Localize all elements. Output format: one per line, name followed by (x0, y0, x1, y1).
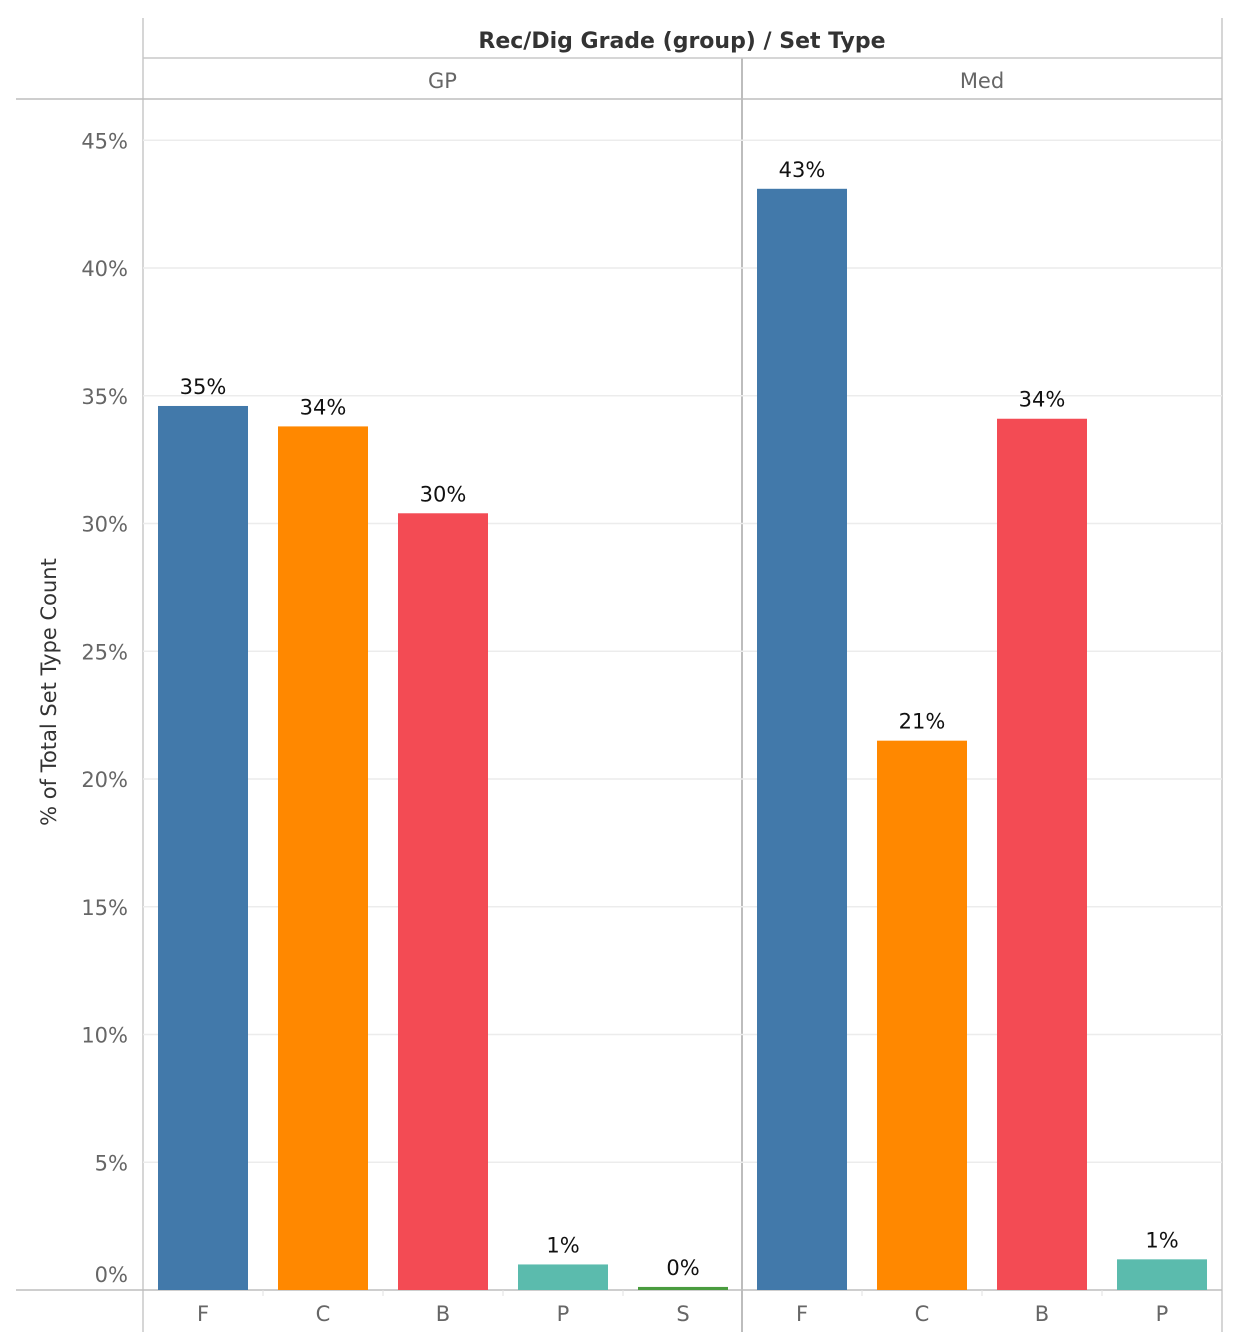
data-label: 21% (899, 710, 946, 734)
bar (877, 740, 967, 1290)
y-tick-label: 5% (95, 1151, 128, 1175)
group-label: GP (428, 69, 457, 93)
bar (1117, 1259, 1207, 1290)
y-tick-label: 25% (81, 640, 128, 664)
bar (638, 1286, 728, 1290)
data-label: 30% (420, 482, 467, 506)
data-label: 0% (666, 1256, 699, 1280)
bar (158, 405, 248, 1291)
data-label: 35% (180, 375, 227, 399)
x-tick-label: B (436, 1302, 450, 1326)
x-tick-label: F (197, 1302, 209, 1326)
data-label: 34% (300, 395, 347, 419)
y-tick-label: 40% (81, 257, 128, 281)
y-axis-title: % of Total Set Type Count (37, 558, 61, 826)
bar (398, 513, 488, 1290)
data-label: 1% (1145, 1228, 1178, 1252)
y-tick-label: 20% (81, 768, 128, 792)
y-tick-label: 15% (81, 896, 128, 920)
data-label: 34% (1019, 388, 1066, 412)
x-tick-label: C (915, 1302, 930, 1326)
group-label: Med (960, 69, 1004, 93)
y-tick-label: 30% (81, 513, 128, 537)
x-tick-label: B (1035, 1302, 1049, 1326)
x-tick-label: F (796, 1302, 808, 1326)
bar (757, 188, 847, 1290)
y-tick-label: 0% (95, 1263, 128, 1287)
labels: 0% 5% 10% 15% 20% 25% 30% 35% 40% 45% GP 35% F 34% C 30… (81, 69, 1178, 1326)
x-tick-label: C (316, 1302, 331, 1326)
bar (518, 1264, 608, 1290)
bars (158, 188, 1207, 1291)
x-tick-label: P (557, 1302, 570, 1326)
bar (278, 426, 368, 1290)
bar (997, 418, 1087, 1290)
x-tick-label: S (676, 1302, 689, 1326)
chart-title: Rec/Dig Grade (group) / Set Type (478, 29, 885, 54)
data-label: 1% (546, 1233, 579, 1257)
x-tick-label: P (1156, 1302, 1169, 1326)
data-label: 43% (779, 158, 826, 182)
y-tick-label: 45% (81, 129, 128, 153)
y-tick-label: 10% (81, 1024, 128, 1048)
y-tick-label: 35% (81, 385, 128, 409)
